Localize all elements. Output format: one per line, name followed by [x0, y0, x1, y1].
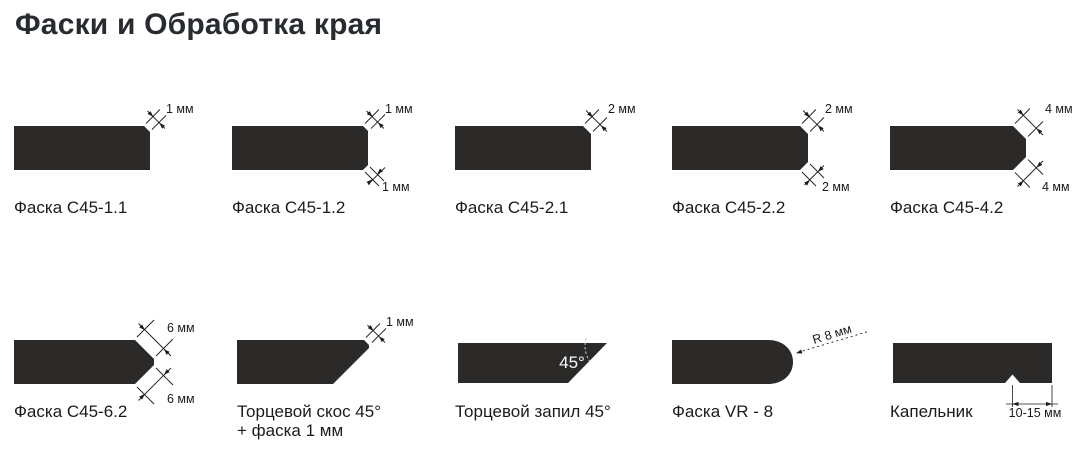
- diagram-caption: Фаска C45-6.2: [14, 402, 128, 421]
- dimension-arrows-top: [804, 111, 824, 132]
- dimension-label: 2 мм: [608, 102, 636, 116]
- diagram-c45-6-2: 6 мм 6 мм: [14, 319, 195, 406]
- dimension-arrows-top: [139, 324, 170, 355]
- cell-kapelnik: 10-15 мм Капельник: [890, 304, 1089, 440]
- dimension-arrows: [367, 325, 385, 343]
- cell-c45-4-2: 4 мм 4 мм Фаска C45-4.2: [890, 90, 1089, 217]
- cell-c45-6-2: 6 мм 6 мм Фаска C45-6.2: [14, 304, 232, 440]
- profile-shape: [14, 340, 154, 384]
- diagram-caption: Фаска C45-2.2: [672, 198, 786, 217]
- dimension-label-top: 2 мм: [825, 102, 853, 116]
- diagram-zapil-45: 45°: [458, 337, 607, 383]
- dimension-label-bottom: 4 мм: [1042, 180, 1070, 194]
- angle-label: 45°: [559, 353, 585, 372]
- diagram-caption: Торцевой запил 45°: [455, 402, 611, 421]
- dimension-arrows: [1012, 401, 1052, 407]
- diagram-caption: Фаска C45-1.1: [14, 198, 128, 217]
- radius-leader-line: [797, 331, 869, 353]
- dimension-label-top: 6 мм: [167, 321, 195, 335]
- radius-arrow: [796, 349, 803, 354]
- diagram-caption: Фаска VR - 8: [672, 402, 774, 421]
- cell-c45-2-1: 2 мм Фаска C45-2.1: [455, 90, 672, 217]
- diagram-kapelnik: 10-15 мм: [893, 343, 1061, 420]
- dimension-arrows-top: [1017, 109, 1043, 135]
- angle-arc: [584, 337, 590, 362]
- profile-shape: [455, 126, 591, 170]
- dimension-arrows-top: [366, 111, 384, 129]
- diagram-c45-2-1: 2 мм: [455, 102, 636, 170]
- diagram-c45-1-1: 1 мм: [14, 102, 194, 170]
- dimension-label: 1 мм: [166, 102, 194, 116]
- dimension-label-bottom: 2 мм: [822, 180, 850, 194]
- cell-c45-2-2: 2 мм 2 мм Фаска C45-2.2: [672, 90, 890, 217]
- diagram-caption: Фаска C45-2.1: [455, 198, 569, 217]
- diagram-c45-4-2: 4 мм 4 мм: [890, 102, 1073, 194]
- profile-shape: [672, 340, 793, 384]
- diagram-grid: 1 мм Фаска C45-1.1 1 мм: [14, 90, 1089, 440]
- dimension-arrows: [147, 111, 166, 129]
- diagram-caption: Фаска C45-4.2: [890, 198, 1004, 217]
- dimension-arrows-bottom: [1017, 161, 1043, 187]
- dimension-label-bottom: 1 мм: [382, 180, 410, 194]
- cell-c45-1-2: 1 мм 1 мм Фаска C45-1.2: [232, 90, 455, 217]
- page-title: Фаски и Обработка края: [15, 8, 383, 41]
- cell-c45-1-1: 1 мм Фаска C45-1.1: [14, 90, 232, 217]
- profile-shape: [672, 126, 808, 170]
- diagram-c45-2-2: 2 мм 2 мм: [672, 102, 853, 194]
- dimension-arrows-bottom: [366, 168, 383, 185]
- dimension-label: 10-15 мм: [1009, 406, 1062, 420]
- cell-vr-8: R 8 мм Фаска VR - 8: [672, 304, 890, 440]
- dimension-arrows: [587, 111, 607, 132]
- caption-line-1: Торцевой скос 45°: [237, 402, 381, 421]
- profile-shape: [232, 126, 368, 170]
- profile-shape: [237, 340, 369, 384]
- diagram-caption: Капельник: [890, 402, 973, 421]
- profile-shape: [890, 126, 1026, 170]
- diagram-caption: Торцевой скос 45° + фаска 1 мм: [232, 402, 455, 440]
- diagram-vr-8: R 8 мм: [672, 322, 869, 384]
- dimension-label-top: 1 мм: [385, 102, 413, 116]
- profile-shape: [893, 343, 1052, 383]
- dimension-arrows-bottom: [139, 369, 170, 400]
- profile-shape: [14, 126, 150, 170]
- caption-line-2: + фаска 1 мм: [237, 421, 344, 440]
- diagram-skos-45: 1 мм: [237, 315, 414, 384]
- dimension-label-bottom: 6 мм: [167, 392, 195, 406]
- diagram-caption: Фаска C45-1.2: [232, 198, 346, 217]
- dimension-arrows-bottom: [804, 166, 824, 186]
- radius-label: R 8 мм: [811, 322, 853, 347]
- dimension-label: 1 мм: [386, 315, 414, 329]
- dimension-label-top: 4 мм: [1045, 102, 1073, 116]
- cell-zapil-45: 45° Торцевой запил 45°: [455, 304, 672, 440]
- cell-skos-45: 1 мм Торцевой скос 45° + фаска 1 мм: [232, 304, 455, 440]
- profile-shape: [458, 343, 607, 383]
- diagram-c45-1-2: 1 мм 1 мм: [232, 102, 413, 194]
